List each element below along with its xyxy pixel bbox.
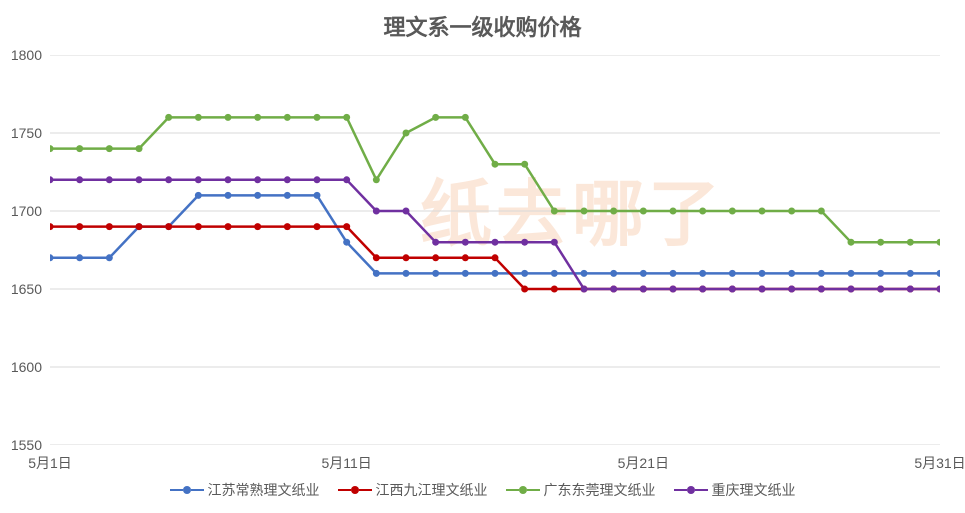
- y-tick-label: 1650: [0, 281, 42, 297]
- chart-title: 理文系一级收购价格: [0, 10, 965, 42]
- y-tick-label: 1750: [0, 125, 42, 141]
- y-tick-label: 1800: [0, 47, 42, 63]
- chart-plot: [50, 55, 940, 445]
- x-tick-label: 5月1日: [10, 453, 90, 473]
- y-tick-label: 1550: [0, 437, 42, 453]
- legend-label: 广东东莞理文纸业: [544, 480, 656, 500]
- legend-item: 广东东莞理文纸业: [506, 480, 656, 500]
- legend-label: 重庆理文纸业: [712, 480, 796, 500]
- legend-label: 江苏常熟理文纸业: [208, 480, 320, 500]
- legend-swatch-icon: [338, 484, 372, 496]
- legend: 江苏常熟理文纸业 江西九江理文纸业 广东东莞理文纸业 重庆理文纸业: [0, 480, 965, 500]
- legend-swatch-icon: [170, 484, 204, 496]
- legend-label: 江西九江理文纸业: [376, 480, 488, 500]
- x-tick-label: 5月11日: [307, 453, 387, 473]
- x-tick-label: 5月31日: [900, 453, 965, 473]
- legend-swatch-icon: [506, 484, 540, 496]
- legend-item: 江苏常熟理文纸业: [170, 480, 320, 500]
- y-tick-label: 1600: [0, 359, 42, 375]
- chart-container: 理文系一级收购价格 纸去哪了 155016001650170017501800 …: [0, 0, 965, 513]
- legend-swatch-icon: [674, 484, 708, 496]
- legend-item: 江西九江理文纸业: [338, 480, 488, 500]
- legend-item: 重庆理文纸业: [674, 480, 796, 500]
- x-tick-label: 5月21日: [603, 453, 683, 473]
- y-tick-label: 1700: [0, 203, 42, 219]
